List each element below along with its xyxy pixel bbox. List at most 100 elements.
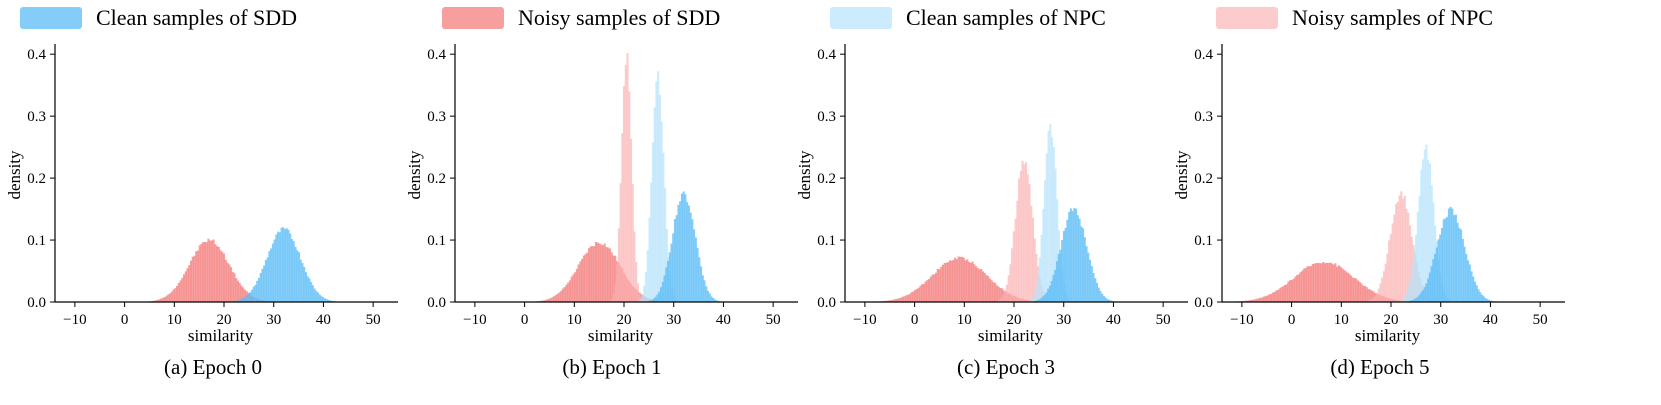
histogram-bar (921, 284, 924, 302)
histogram-bar (600, 244, 603, 302)
histogram-bar (1313, 263, 1316, 302)
histogram-bar (584, 253, 587, 302)
histogram-bar (624, 64, 627, 302)
histogram-bar (191, 256, 194, 302)
histogram-bar (551, 297, 554, 302)
histogram-bar (544, 299, 547, 302)
histogram-bar (1489, 300, 1492, 302)
histogram-bar (619, 183, 622, 302)
histogram-bar (1076, 215, 1079, 302)
y-tick-label: 0.2 (1194, 171, 1213, 187)
histogram-bar (593, 246, 596, 302)
histogram-bar (1435, 247, 1438, 302)
histogram-bar (158, 299, 161, 302)
histogram-bar (644, 272, 648, 302)
histogram-bar (1031, 297, 1034, 302)
histogram-bar (172, 289, 175, 302)
histogram-bar (231, 271, 234, 302)
histogram-bar (1365, 287, 1368, 302)
histogram-bar (1021, 160, 1024, 302)
histogram-bar (315, 290, 318, 302)
histogram-bar (1247, 300, 1250, 302)
histogram-bar (1408, 225, 1412, 302)
histogram-bar (922, 283, 925, 302)
histogram-bar (579, 261, 582, 302)
histogram-bar (636, 283, 640, 302)
histogram-bar (156, 299, 159, 302)
histogram-bar (271, 243, 274, 302)
histogram-bar (1064, 227, 1067, 302)
histogram-bar (1263, 296, 1266, 302)
histogram-bar (1276, 289, 1280, 302)
histogram-bar (672, 233, 675, 302)
histogram-bar (1048, 285, 1052, 302)
histogram-bar (689, 212, 692, 302)
histogram-bar (635, 261, 638, 302)
histogram-bar (637, 300, 641, 302)
histogram-bar (994, 282, 997, 302)
histogram-bar (329, 300, 332, 302)
histogram-bar (264, 260, 267, 302)
series-clean-samples-of-sdd (1031, 208, 1116, 302)
histogram-bar (1384, 263, 1387, 302)
histogram-bar (296, 250, 299, 302)
histogram-bar (999, 288, 1002, 302)
histogram-bar (1306, 266, 1309, 302)
histogram-bar (1044, 180, 1047, 302)
histogram-bar (657, 71, 660, 302)
histogram-bar (1484, 297, 1487, 302)
histogram-bar (1421, 159, 1425, 302)
y-tick-label: 0.2 (817, 171, 836, 187)
histogram-bar (311, 285, 314, 302)
histogram-bar (224, 259, 227, 302)
histogram-bar (1414, 298, 1417, 302)
x-tick-label: 10 (1334, 312, 1349, 328)
histogram-bar (1299, 272, 1302, 302)
histogram-bar (252, 286, 255, 302)
histogram-bar (1470, 271, 1473, 302)
histogram-bar (919, 285, 922, 302)
histogram-bar (650, 182, 653, 302)
histogram-bar (254, 284, 257, 302)
histogram-bar (1341, 268, 1344, 302)
histogram-bar (696, 247, 699, 302)
x-tick-label: 0 (911, 312, 919, 328)
histogram-bar (1398, 195, 1401, 302)
histogram-bar (641, 294, 644, 302)
histogram-bar (1025, 162, 1028, 302)
histogram-bar (229, 267, 233, 302)
histogram-bar (1106, 298, 1109, 302)
histogram-bar (189, 260, 193, 302)
histogram-bar (1051, 137, 1054, 302)
histogram-bar (1386, 253, 1389, 302)
histogram-bar (708, 293, 711, 302)
histogram-bar (1054, 269, 1057, 302)
histogram-bar (1430, 266, 1433, 302)
histogram-bar (1432, 259, 1435, 302)
histogram-bar (983, 272, 986, 302)
histogram-bar (653, 298, 656, 302)
histogram-bar (668, 252, 671, 302)
histogram-bar (673, 219, 677, 302)
histogram-bar (1073, 208, 1076, 302)
histogram-bar (1401, 300, 1404, 302)
histogram-bar (945, 262, 948, 302)
histogram-bar (236, 280, 240, 302)
histogram-bar (1408, 286, 1411, 302)
histogram-bar (1388, 240, 1391, 302)
histogram-bar (177, 282, 180, 302)
histogram-bar (710, 296, 713, 302)
histogram-bar (934, 272, 938, 302)
histogram-bar (626, 53, 629, 302)
histogram-bar (1309, 266, 1313, 302)
histogram-bar (1411, 300, 1414, 302)
series-clean-samples-of-sdd (1406, 206, 1496, 302)
histogram-bar (621, 133, 624, 302)
histogram-bar (610, 252, 613, 302)
histogram-bar (1447, 208, 1450, 302)
histogram-bar (542, 300, 545, 302)
histogram-bar (981, 271, 985, 302)
histogram-bar (1104, 297, 1107, 302)
histogram-bar (1467, 260, 1470, 302)
histogram-bar (912, 291, 915, 302)
